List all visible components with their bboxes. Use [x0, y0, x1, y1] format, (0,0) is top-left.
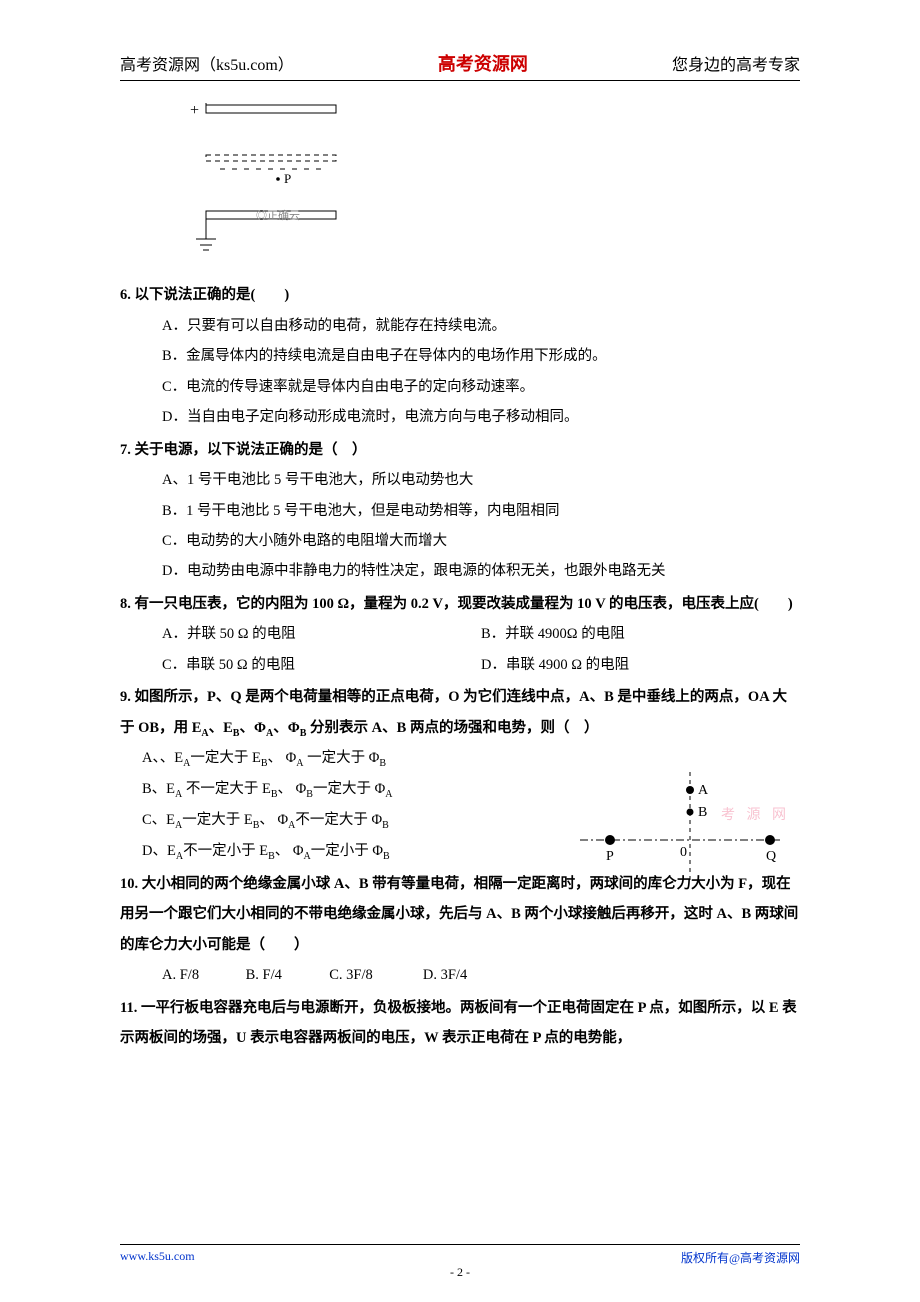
q6-opt-c: C．电流的传导速率就是导体内自由电子的定向移动速率。 — [162, 372, 800, 402]
svg-text:P: P — [606, 849, 614, 864]
svg-text:0: 0 — [680, 845, 687, 860]
q10-stem: 10. 大小相同的两个绝缘金属小球 A、B 带有等量电荷，相隔一定距离时，两球间… — [120, 869, 800, 960]
q9-stem: 9. 如图所示，P、Q 是两个电荷量相等的正点电荷，O 为它们连线中点，A、B … — [120, 682, 800, 743]
q10-opt-d: D. 3F/4 — [423, 960, 503, 990]
svg-text:◎正确云: ◎正确云 — [256, 209, 300, 222]
q8-opt-a: A．并联 50 Ω 的电阻 — [162, 619, 481, 649]
q10-opt-a: A. F/8 — [162, 960, 242, 990]
svg-text:A: A — [698, 783, 709, 798]
figure-capacitor: + — [170, 99, 800, 270]
figure-q9: 考 源 网 A B P Q 0 — [570, 772, 790, 882]
q8-opt-d: D．串联 4900 Ω 的电阻 — [481, 650, 800, 680]
question-6: 6. 以下说法正确的是( ) A．只要有可以自由移动的电荷，就能存在持续电流。 … — [120, 280, 800, 432]
svg-text:B: B — [698, 805, 707, 820]
content-area: + — [120, 99, 800, 1054]
question-10: 10. 大小相同的两个绝缘金属小球 A、B 带有等量电荷，相隔一定距离时，两球间… — [120, 869, 800, 991]
header-center: 高考资源网 — [438, 50, 528, 76]
q8-stem: 8. 有一只电压表，它的内阻为 100 Ω，量程为 0.2 V，现要改装成量程为… — [120, 589, 800, 619]
q6-stem: 6. 以下说法正确的是( ) — [120, 287, 289, 303]
footer-left: www.ks5u.com — [120, 1249, 195, 1266]
q10-opt-b: B. F/4 — [246, 960, 326, 990]
plus-label: + — [190, 102, 199, 119]
question-8: 8. 有一只电压表，它的内阻为 100 Ω，量程为 0.2 V，现要改装成量程为… — [120, 589, 800, 680]
svg-text:Q: Q — [766, 849, 776, 864]
page-footer: www.ks5u.com 版权所有@高考资源网 — [120, 1244, 800, 1266]
page-header: 高考资源网（ks5u.com） 高考资源网 您身边的高考专家 — [120, 50, 800, 81]
watermark-text: 考 源 网 — [721, 804, 790, 824]
question-11: 11. 一平行板电容器充电后与电源断开，负极板接地。两板间有一个正电荷固定在 P… — [120, 993, 800, 1054]
p-point-label: P — [284, 171, 291, 186]
q6-opt-b: B．金属导体内的持续电流是自由电子在导体内的电场作用下形成的。 — [162, 341, 800, 371]
q6-opt-a: A．只要有可以自由移动的电荷，就能存在持续电流。 — [162, 311, 800, 341]
q7-opt-a: A、1 号干电池比 5 号干电池大，所以电动势也大 — [162, 465, 800, 495]
q9-opt-a: A、、EA一定大于 EB、 ΦA 一定大于 ΦB — [142, 743, 800, 774]
q6-opt-d: D．当自由电子定向移动形成电流时，电流方向与电子移动相同。 — [162, 402, 800, 432]
page-number: - 2 - — [450, 1265, 470, 1280]
q7-stem: 7. 关于电源，以下说法正确的是（ ） — [120, 442, 367, 458]
header-left: 高考资源网（ks5u.com） — [120, 51, 294, 75]
footer-right: 版权所有@高考资源网 — [681, 1249, 800, 1266]
q7-opt-d: D．电动势由电源中非静电力的特性决定，跟电源的体积无关，也跟外电路无关 — [162, 556, 800, 586]
header-right: 您身边的高考专家 — [672, 51, 800, 75]
q8-opt-b: B．并联 4900Ω 的电阻 — [481, 619, 800, 649]
q7-opt-b: B．1 号干电池比 5 号干电池大，但是电动势相等，内电阻相同 — [162, 496, 800, 526]
q8-opt-c: C．串联 50 Ω 的电阻 — [162, 650, 481, 680]
q7-opt-c: C．电动势的大小随外电路的电阻增大而增大 — [162, 526, 800, 556]
q10-opt-c: C. 3F/8 — [329, 960, 419, 990]
q11-stem: 11. 一平行板电容器充电后与电源断开，负极板接地。两板间有一个正电荷固定在 P… — [120, 993, 800, 1054]
question-7: 7. 关于电源，以下说法正确的是（ ） A、1 号干电池比 5 号干电池大，所以… — [120, 435, 800, 587]
